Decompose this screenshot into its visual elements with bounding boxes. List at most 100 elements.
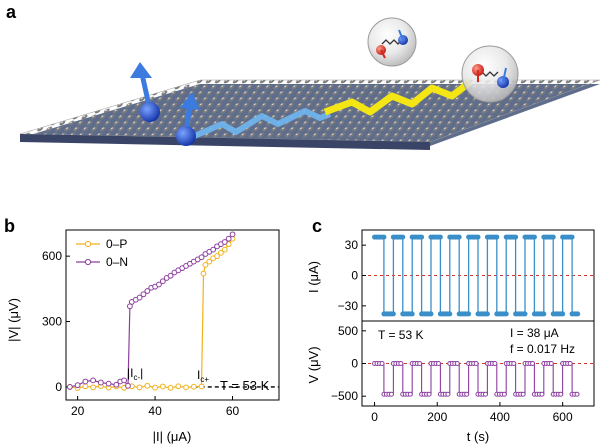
y-axis-label: |V| (μV) bbox=[6, 298, 21, 342]
data-point-voltage bbox=[417, 361, 423, 366]
time-trace-chart: 30 0 −30 500 0 −500 0 200 400 600 I (μA) V (μV) t… bbox=[306, 229, 595, 444]
data-point-voltage bbox=[539, 391, 545, 397]
data-point-current bbox=[419, 234, 425, 240]
data-point-0-P bbox=[190, 383, 197, 390]
data-point-voltage bbox=[435, 361, 441, 366]
data-point-voltage bbox=[445, 391, 451, 397]
voltage-square-wave bbox=[374, 362, 579, 395]
current-label: I = 38 μA bbox=[510, 326, 559, 340]
data-point-0-P bbox=[144, 382, 151, 389]
data-point-voltage bbox=[530, 361, 536, 366]
yellow-ribbon bbox=[323, 79, 473, 116]
x-tick-label: 60 bbox=[226, 404, 240, 418]
x-tick-label: 20 bbox=[71, 404, 85, 418]
bottom-y-tick-label: −500 bbox=[331, 389, 358, 403]
data-point-current bbox=[541, 311, 547, 317]
spin-up-electron-2 bbox=[176, 92, 200, 146]
data-point-voltage bbox=[454, 361, 460, 366]
data-point-current bbox=[513, 234, 519, 240]
data-point-0-P bbox=[218, 249, 224, 256]
temperature-label: T = 53 K bbox=[378, 328, 423, 342]
data-point-0-P bbox=[136, 384, 143, 391]
data-point-0-P bbox=[90, 384, 97, 391]
data-point-0-P bbox=[202, 261, 209, 268]
spin-up-electron-1 bbox=[130, 62, 160, 122]
current-square-wave bbox=[374, 236, 579, 315]
legend-label-0-N: 0–N bbox=[106, 255, 128, 269]
data-point-0-N bbox=[90, 377, 97, 384]
data-point-0-N bbox=[210, 246, 217, 253]
data-point-0-N bbox=[140, 291, 147, 298]
data-point-voltage bbox=[483, 391, 489, 397]
bottom-y-tick-label: 0 bbox=[351, 357, 358, 371]
data-point-0-N bbox=[113, 381, 120, 388]
data-point-0-P bbox=[198, 383, 205, 390]
data-point-current bbox=[522, 311, 528, 317]
data-point-0-N bbox=[66, 384, 73, 390]
data-point-current bbox=[494, 234, 500, 240]
x-tick-label: 40 bbox=[148, 404, 162, 418]
top-y-tick-label: 30 bbox=[345, 238, 359, 252]
y-tick-label: 300 bbox=[42, 315, 62, 329]
data-point-current bbox=[550, 234, 556, 240]
data-point-0-P bbox=[159, 383, 166, 390]
data-point-current bbox=[466, 311, 472, 317]
legend: 0–P 0–N bbox=[76, 237, 128, 269]
data-point-0-N bbox=[82, 378, 89, 385]
data-point-current bbox=[400, 234, 406, 240]
x-tick-label: 600 bbox=[553, 410, 573, 424]
data-point-voltage bbox=[473, 361, 479, 366]
blue-ribbon bbox=[188, 108, 332, 141]
ic-minus-label: |Ic-| bbox=[127, 366, 143, 382]
data-point-voltage bbox=[407, 391, 413, 397]
data-point-voltage bbox=[567, 361, 573, 366]
data-point-voltage bbox=[398, 361, 404, 366]
data-point-voltage bbox=[574, 391, 580, 397]
y-tick-label: 0 bbox=[55, 380, 62, 394]
panel-letter-c: c bbox=[312, 216, 323, 236]
data-point-current bbox=[475, 234, 481, 240]
data-point-current bbox=[381, 234, 387, 240]
data-point-0-N bbox=[156, 281, 162, 288]
data-point-current bbox=[428, 311, 434, 317]
data-point-0-N bbox=[97, 379, 104, 386]
data-point-0-P bbox=[152, 384, 158, 391]
x-tick-label: 400 bbox=[490, 410, 510, 424]
top-y-tick-label: −30 bbox=[338, 299, 359, 313]
data-point-current bbox=[409, 311, 415, 317]
data-point-0-N bbox=[74, 382, 81, 389]
data-point-voltage bbox=[501, 391, 507, 397]
data-point-0-N bbox=[229, 231, 236, 238]
data-point-voltage bbox=[511, 361, 517, 366]
data-point-current bbox=[390, 311, 396, 317]
data-point-0-N bbox=[167, 272, 174, 279]
data-point-0-P bbox=[82, 383, 89, 390]
frequency-label: f = 0.017 Hz bbox=[510, 342, 575, 356]
data-point-current bbox=[456, 234, 462, 240]
data-point-voltage bbox=[379, 361, 385, 366]
bottom-y-axis-label: V (μV) bbox=[306, 346, 321, 383]
data-point-0-N bbox=[225, 235, 232, 242]
data-point-current bbox=[575, 311, 581, 317]
cooper-pair-sphere-1 bbox=[367, 17, 417, 67]
cooper-pair-sphere-2 bbox=[461, 45, 519, 103]
schematic-illustration bbox=[19, 17, 600, 150]
data-point-voltage bbox=[558, 391, 564, 397]
data-point-0-N bbox=[136, 294, 143, 301]
data-point-current bbox=[560, 311, 566, 317]
data-point-voltage bbox=[548, 361, 554, 366]
data-point-0-P bbox=[175, 383, 182, 390]
panel-letter-a: a bbox=[6, 2, 17, 22]
x-axis-label: |I| (μA) bbox=[153, 429, 192, 444]
data-point-0-P bbox=[183, 384, 189, 391]
data-point-current bbox=[503, 311, 509, 317]
x-tick-label: 0 bbox=[371, 410, 378, 424]
data-point-0-N bbox=[221, 239, 228, 245]
data-point-current bbox=[447, 311, 453, 317]
legend-label-0-P: 0–P bbox=[106, 237, 127, 251]
top-y-tick-label: 0 bbox=[351, 269, 358, 283]
data-point-0-P bbox=[167, 384, 174, 391]
data-point-current bbox=[437, 234, 443, 240]
series-line-0-N bbox=[69, 234, 233, 388]
data-point-0-N bbox=[198, 254, 205, 261]
